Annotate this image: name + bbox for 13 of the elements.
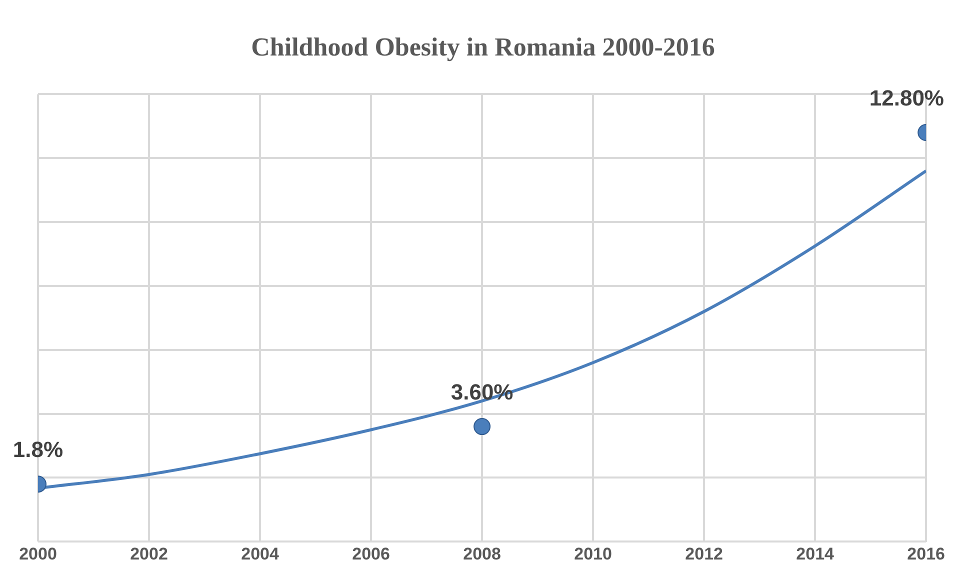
data-label: 12.80% xyxy=(869,86,944,111)
x-tick-label: 2010 xyxy=(574,544,612,564)
x-tick-label: 2006 xyxy=(352,544,390,564)
x-tick-label: 2012 xyxy=(685,544,723,564)
x-tick-label: 2000 xyxy=(19,544,57,564)
x-tick-label: 2014 xyxy=(796,544,835,564)
x-tick-label: 2002 xyxy=(130,544,168,564)
x-tick-label: 2004 xyxy=(241,544,280,564)
x-tick-label: 2008 xyxy=(463,544,501,564)
data-label: 3.60% xyxy=(450,380,514,405)
x-tick-label: 2016 xyxy=(907,544,946,564)
data-label: 1.8% xyxy=(12,437,64,462)
chart-title: Childhood Obesity in Romania 2000-2016 xyxy=(251,32,715,62)
